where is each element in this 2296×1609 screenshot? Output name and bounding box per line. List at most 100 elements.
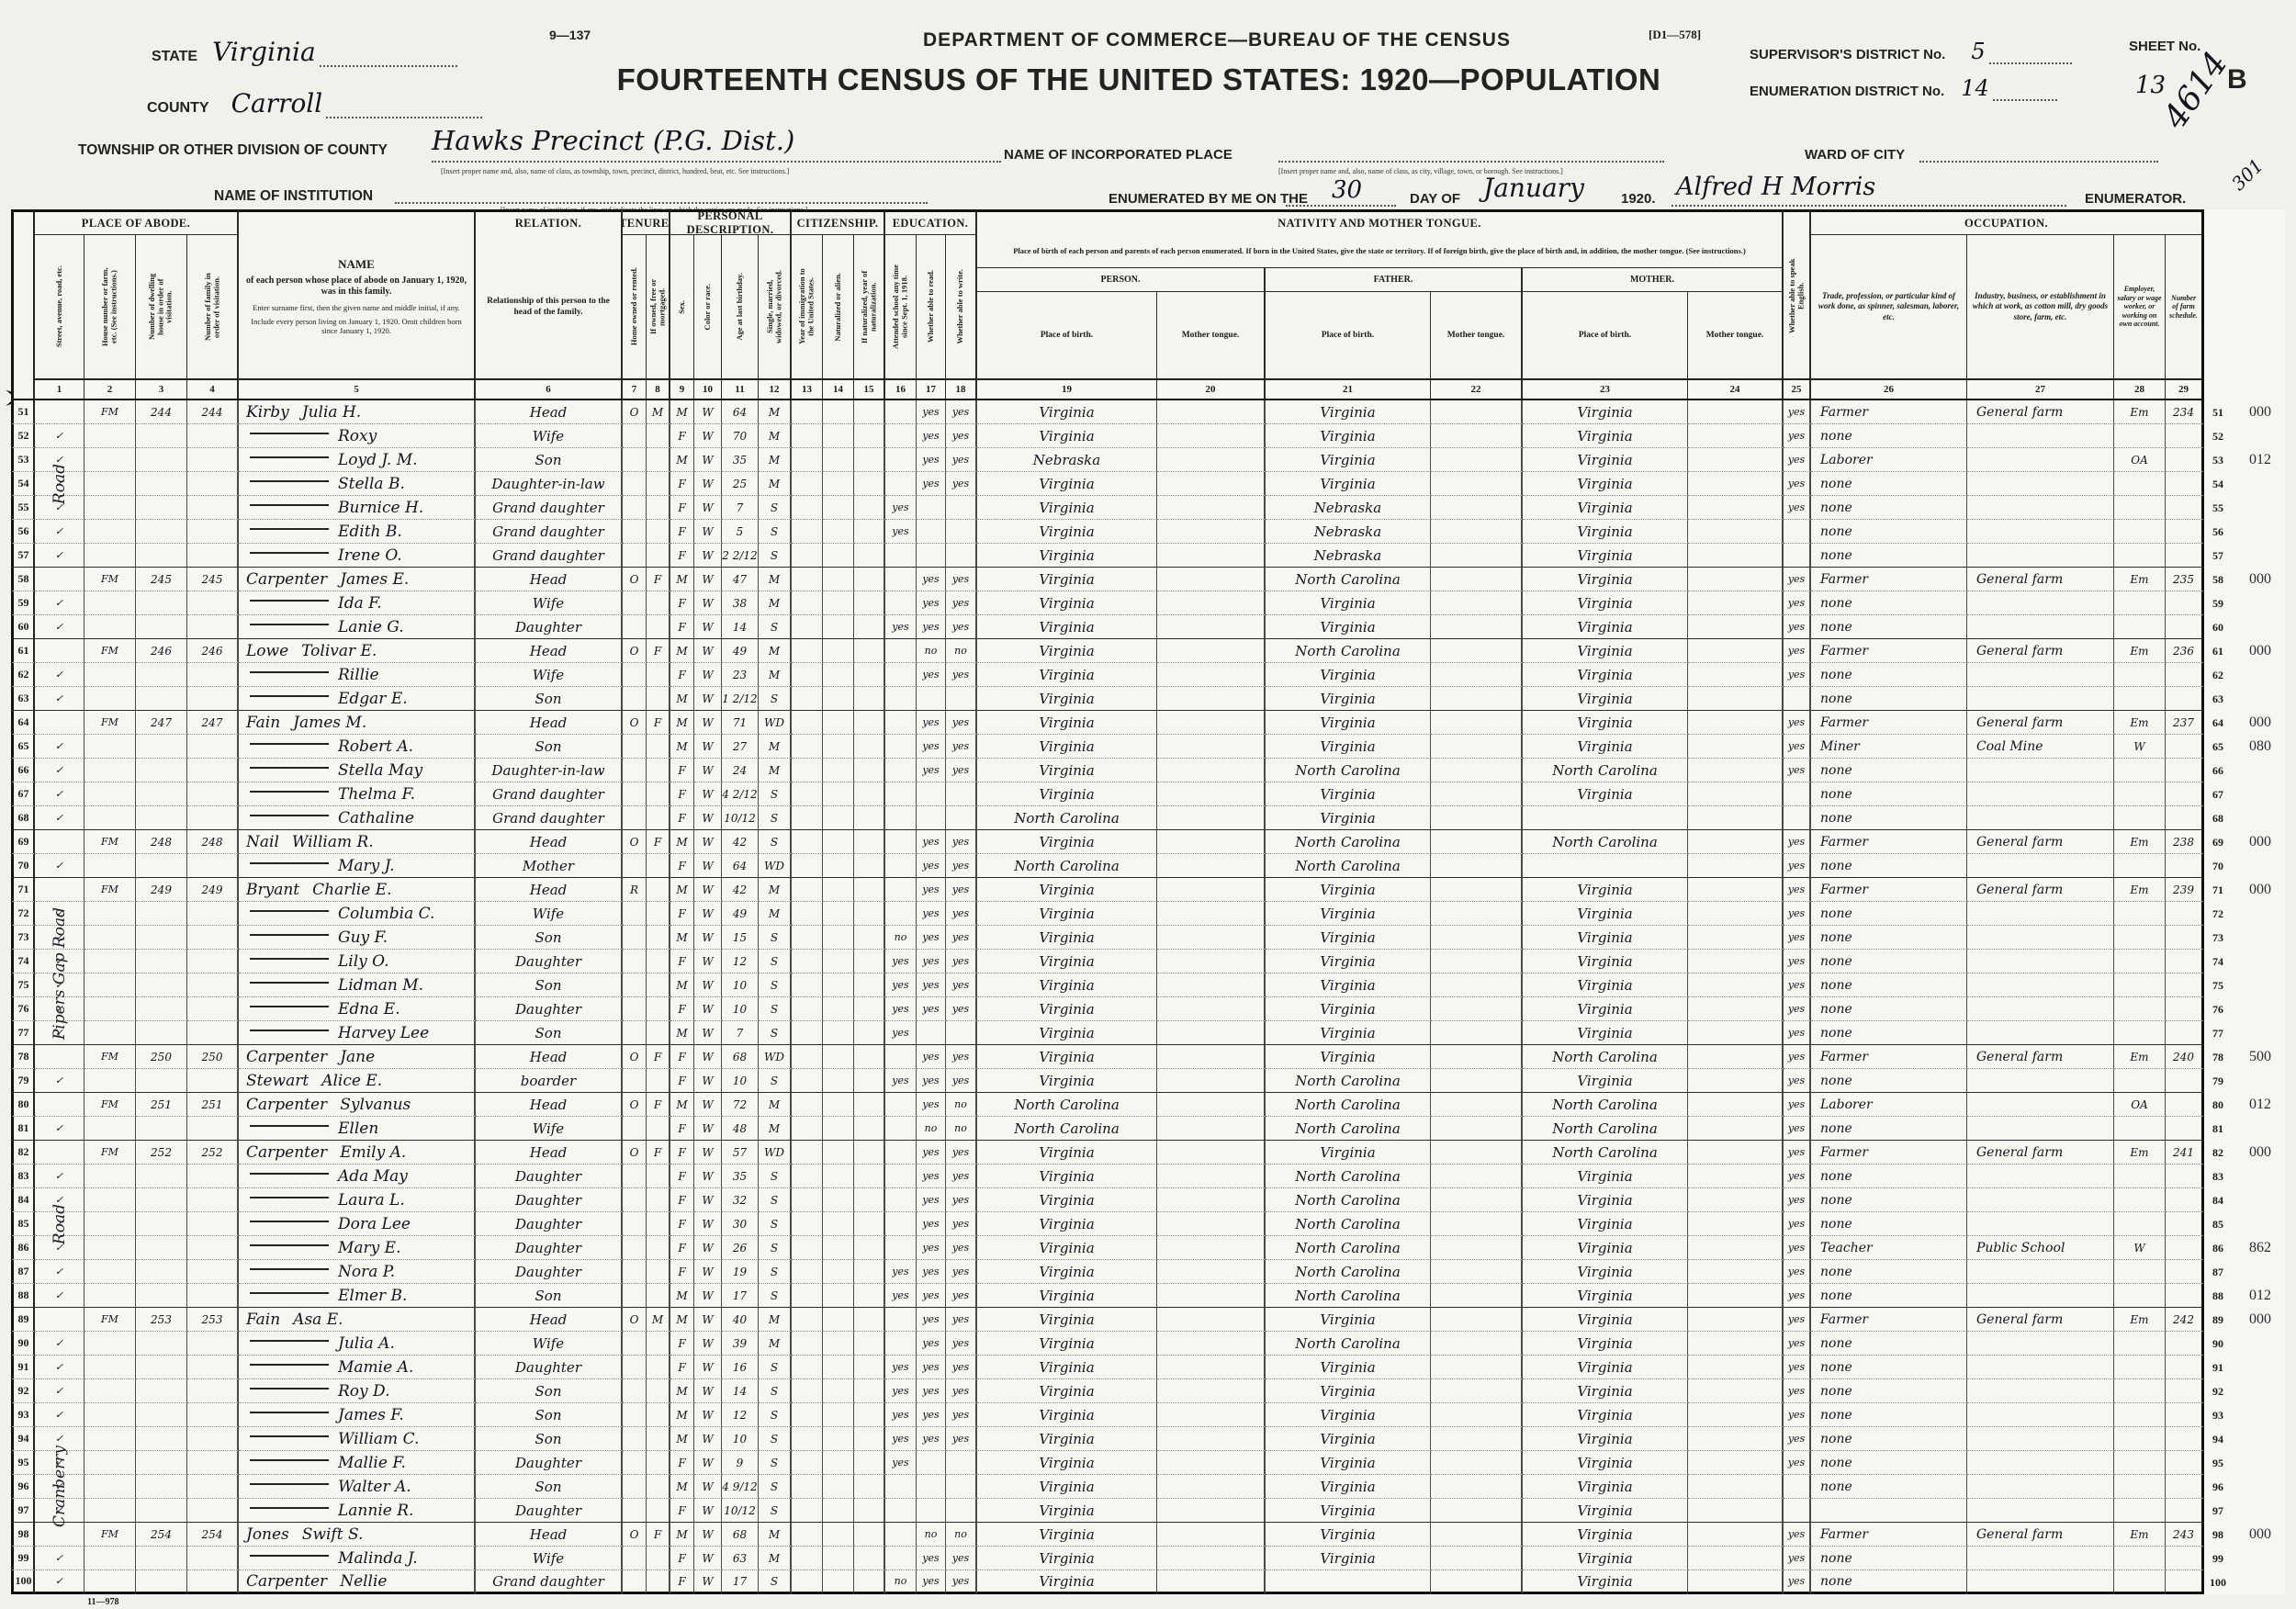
color-or-race: W	[694, 1045, 722, 1069]
person-birthplace: Virginia	[977, 639, 1157, 663]
able-to-read: yes	[917, 950, 946, 973]
line-number-right: 61	[2212, 644, 2223, 658]
sex: F	[670, 1332, 694, 1356]
footer-code: 11—978	[87, 1597, 119, 1607]
relation: Grand daughter	[476, 806, 623, 830]
naturalized-or-alien	[823, 687, 854, 711]
family-number: 249	[187, 878, 239, 902]
able-to-read: no	[917, 1117, 946, 1141]
trade: none	[1811, 520, 1967, 544]
mother-mother-tongue	[1688, 520, 1784, 544]
line-number-right: 82	[2212, 1145, 2223, 1159]
mother-mother-tongue	[1688, 1284, 1784, 1308]
margin-code: 080	[2249, 738, 2271, 754]
naturalized-or-alien	[823, 1260, 854, 1284]
institution-rule	[395, 186, 928, 204]
col1-header: Street, avenue, road, etc.	[35, 235, 84, 380]
marital-status: WD	[759, 854, 792, 878]
sex: M	[670, 878, 694, 902]
year-of-immigration	[792, 687, 823, 711]
naturalized-or-alien	[823, 1499, 854, 1523]
industry	[1967, 902, 2114, 926]
father-mother-tongue	[1431, 1356, 1523, 1379]
relation: Son	[476, 1284, 623, 1308]
house-or-farm: FM	[84, 568, 136, 591]
naturalized-or-alien	[823, 1284, 854, 1308]
age: 10	[722, 997, 759, 1021]
relation: Head	[476, 878, 623, 902]
col26-header: Trade, profession, or particular kind of…	[1811, 235, 1967, 380]
doc-code: [D1—578]	[1649, 28, 1702, 41]
home-owned-or-rented	[623, 1570, 647, 1594]
age: 10	[722, 1427, 759, 1451]
mother-mother-tongue	[1688, 806, 1784, 830]
line-number-right: 90	[2212, 1336, 2223, 1350]
dwelling-number	[136, 520, 187, 544]
age: 38	[722, 591, 759, 615]
year-of-naturalization	[854, 950, 885, 973]
column-number: 21	[1266, 380, 1431, 400]
house-or-farm	[84, 759, 136, 782]
dwelling-number: 249	[136, 878, 187, 902]
able-to-write: no	[946, 1093, 977, 1117]
trade: Farmer	[1811, 1045, 1967, 1069]
home-owned-or-rented	[623, 1451, 647, 1475]
person-mother-tongue	[1157, 496, 1266, 520]
state-field: STATE Virginia	[152, 37, 457, 67]
marital-status: S	[759, 687, 792, 711]
attended-school	[885, 448, 917, 472]
col8-header: If owned, free or mortgaged.	[647, 235, 670, 380]
street-check: ✓	[35, 424, 84, 448]
farm-schedule-number	[2166, 1021, 2204, 1045]
free-or-mortgaged	[647, 663, 670, 687]
dwelling-number	[136, 926, 187, 950]
marital-status: M	[759, 878, 792, 902]
attended-school	[885, 806, 917, 830]
free-or-mortgaged: F	[647, 830, 670, 854]
age: 72	[722, 1093, 759, 1117]
speaks-english: yes	[1784, 1403, 1811, 1427]
person-name: Irene O.	[239, 544, 476, 568]
age: 24	[722, 759, 759, 782]
person-mother-tongue	[1157, 806, 1266, 830]
dwelling-number	[136, 496, 187, 520]
line-number-left: 81	[11, 1117, 35, 1141]
house-or-farm	[84, 496, 136, 520]
able-to-read: yes	[917, 830, 946, 854]
column-number: 27	[1967, 380, 2114, 400]
color-or-race: W	[694, 1165, 722, 1188]
father-mother-tongue	[1431, 663, 1523, 687]
family-number	[187, 1427, 239, 1451]
margin-code	[2232, 1547, 2285, 1570]
dwelling-number	[136, 1475, 187, 1499]
industry	[1967, 472, 2114, 496]
employer-code	[2114, 1021, 2166, 1045]
col29-header: Number of farm schedule.	[2166, 235, 2204, 380]
trade: none	[1811, 926, 1967, 950]
father-birthplace: North Carolina	[1266, 1093, 1431, 1117]
year-of-naturalization	[854, 591, 885, 615]
speaks-english: yes	[1784, 1308, 1811, 1332]
column-number: 10	[694, 380, 722, 400]
marital-status: S	[759, 496, 792, 520]
person-name: Lanie G.	[239, 615, 476, 639]
person-mother-tongue	[1157, 1260, 1266, 1284]
family-number	[187, 735, 239, 759]
family-number	[187, 520, 239, 544]
able-to-read: yes	[917, 568, 946, 591]
enumeration-rule	[1992, 84, 2057, 101]
person-mother-tongue	[1157, 400, 1266, 424]
house-or-farm: FM	[84, 400, 136, 424]
able-to-write: yes	[946, 830, 977, 854]
employer-code	[2114, 1117, 2166, 1141]
able-to-write	[946, 687, 977, 711]
line-number-left: 68	[11, 806, 35, 830]
home-owned-or-rented	[623, 902, 647, 926]
person-mother-tongue	[1157, 591, 1266, 615]
industry	[1967, 926, 2114, 950]
father-birthplace: Virginia	[1266, 997, 1431, 1021]
color-or-race: W	[694, 520, 722, 544]
speaks-english: yes	[1784, 1093, 1811, 1117]
home-owned-or-rented	[623, 1165, 647, 1188]
dwelling-number	[136, 448, 187, 472]
